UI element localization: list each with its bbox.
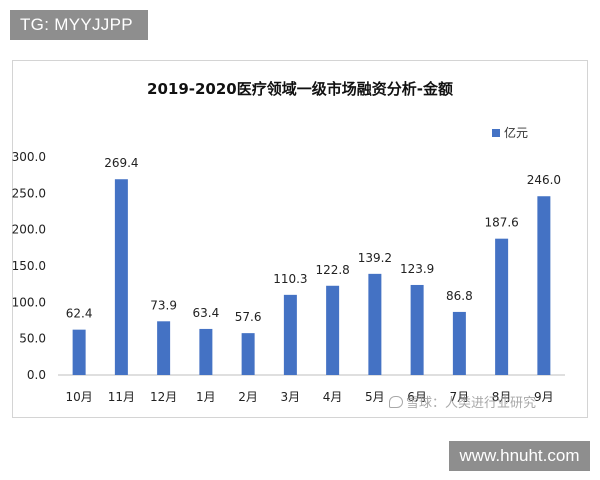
data-label: 187.6 [484,216,518,230]
x-tick-label: 1月 [196,390,216,404]
y-tick-label: 0.0 [27,368,46,382]
watermark-text: 雪球：人类进行业研究 [406,396,537,411]
watermark: 雪球：人类进行业研究 [389,392,536,411]
bar [241,333,255,375]
y-tick-label: 200.0 [12,223,46,237]
bar [368,273,382,375]
x-tick-label: 4月 [323,390,343,404]
x-tick-label: 5月 [365,390,385,404]
data-label: 139.2 [358,251,392,265]
data-label: 123.9 [400,262,434,276]
chart-frame [12,60,588,418]
bar [199,328,213,375]
tag-label: TG: MYYJJPP [10,10,148,40]
y-tick-label: 50.0 [19,332,46,346]
data-label: 110.3 [273,272,307,286]
chart-title: 2019-2020医疗领域一级市场融资分析-金额 [147,80,453,98]
x-tick-label: 3月 [281,390,301,404]
x-tick-label: 11月 [108,390,135,404]
x-tick-label: 2月 [238,390,258,404]
y-tick-label: 150.0 [12,259,46,273]
data-label: 63.4 [193,306,220,320]
data-label: 57.6 [235,310,262,324]
x-tick-label: 8月 [492,390,512,404]
x-tick-label: 7月 [450,390,470,404]
chat-bubble-icon [389,395,403,408]
bar [326,285,340,375]
bar [537,196,551,375]
bar [157,321,171,375]
bar [495,238,509,375]
y-tick-label: 100.0 [12,295,46,309]
site-label: www.hnuht.com [449,441,590,471]
legend-label: 亿元 [504,126,529,140]
x-tick-label: 6月 [407,390,427,404]
data-label: 62.4 [66,307,93,321]
x-tick-label: 10月 [65,390,92,404]
bar [283,294,297,375]
chart-legend: 亿元 [492,124,528,141]
x-tick-label: 9月 [534,390,554,404]
y-tick-label: 250.0 [12,186,46,200]
data-label: 122.8 [315,263,349,277]
bar [410,284,424,375]
bar [452,311,466,375]
data-label: 73.9 [150,298,177,312]
data-label: 269.4 [104,156,138,170]
data-label: 86.8 [446,289,473,303]
x-tick-label: 12月 [150,390,177,404]
bar [72,329,86,375]
bar [114,179,128,375]
legend-swatch [492,128,500,137]
y-tick-label: 300.0 [12,150,46,164]
data-label: 246.0 [527,173,561,187]
